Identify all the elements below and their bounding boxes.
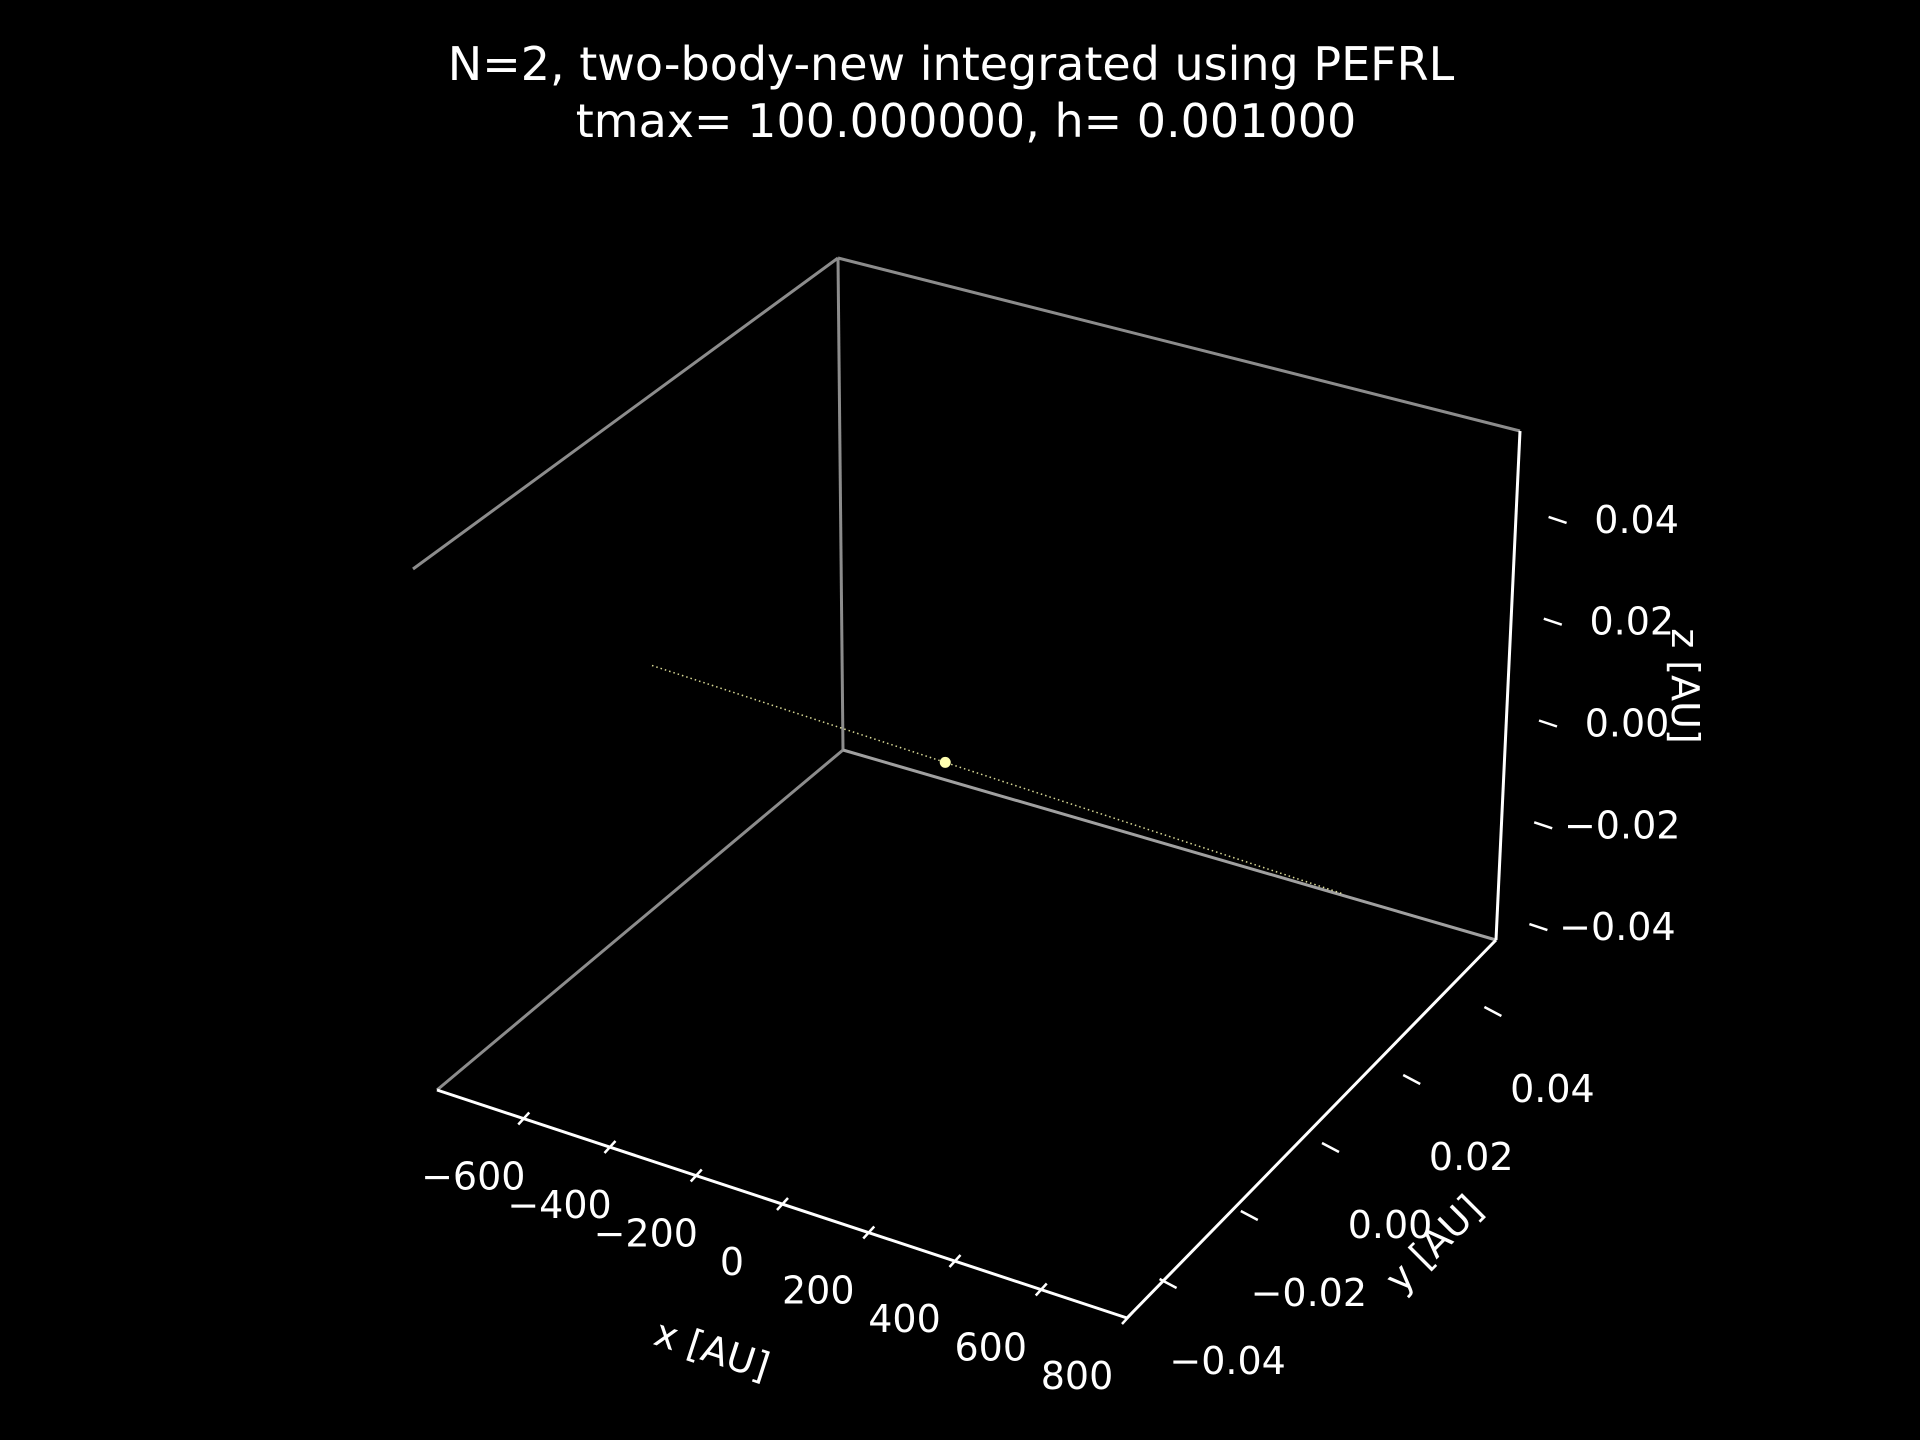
- x-axis-ticks: −600−400−200 0 200 400 600 800: [421, 1111, 1134, 1398]
- z-tick-label-2: 0.00: [1585, 702, 1670, 746]
- y-tick-label-1: −0.02: [1251, 1271, 1367, 1315]
- pane-edge-back-vertical: [836, 257, 845, 751]
- chart-title: N=2, two-body-new integrated using PEFRL: [448, 37, 1455, 91]
- y-tick-mark-4: [1483, 1005, 1502, 1018]
- y-tick-mark-3: [1402, 1073, 1421, 1086]
- z-tick-label-1: −0.02: [1564, 803, 1680, 847]
- x-tick-mark-4: [862, 1225, 876, 1240]
- y-axis-ticks: −0.04 −0.02 0.00 0.02 0.04: [1159, 1005, 1595, 1383]
- x-tick-label-5: 400: [868, 1297, 941, 1341]
- z-axis-label: z [AU]: [1663, 628, 1707, 743]
- y-axis-line: [1125, 938, 1498, 1320]
- x-tick-label-0: −600: [421, 1155, 525, 1199]
- x-tick-label-7: 800: [1041, 1354, 1114, 1398]
- y-tick-label-2: 0.00: [1348, 1203, 1433, 1247]
- z-axis-ticks: −0.04 −0.02 0.00 0.02 0.04: [1529, 498, 1680, 949]
- pane-edge-floor-left: [436, 748, 844, 1092]
- body-marker-0: [939, 756, 951, 768]
- x-tick-label-3: 0: [720, 1240, 744, 1284]
- x-tick-label-6: 600: [954, 1326, 1027, 1370]
- x-tick-label-4: 200: [782, 1269, 855, 1313]
- z-tick-label-4: 0.04: [1594, 498, 1679, 542]
- z-tick-mark-0: [1529, 922, 1548, 932]
- x-axis-label: x [AU]: [649, 1310, 775, 1388]
- pane-edge-back-left: [412, 256, 839, 571]
- chart-subtitle: tmax= 100.000000, h= 0.001000: [576, 94, 1357, 148]
- y-tick-label-3: 0.02: [1429, 1135, 1514, 1179]
- z-tick-mark-2: [1538, 719, 1558, 728]
- y-tick-mark-2: [1321, 1141, 1340, 1154]
- x-tick-mark-7: [1121, 1311, 1134, 1325]
- x-tick-mark-1: [603, 1140, 617, 1154]
- trajectory-line-0: [651, 664, 1343, 895]
- x-tick-mark-3: [776, 1197, 789, 1211]
- x-tick-mark-2: [689, 1168, 703, 1183]
- z-tick-mark-1: [1533, 821, 1553, 830]
- x-tick-label-2: −200: [594, 1212, 698, 1256]
- x-tick-mark-0: [517, 1111, 531, 1126]
- x-tick-mark-6: [1034, 1282, 1048, 1297]
- x-tick-mark-5: [948, 1254, 962, 1268]
- y-tick-mark-1: [1240, 1209, 1259, 1222]
- y-tick-label-4: 0.04: [1510, 1067, 1595, 1111]
- z-tick-label-0: −0.04: [1559, 905, 1675, 949]
- series-layer: [651, 664, 1343, 895]
- x-tick-label-1: −400: [507, 1183, 611, 1227]
- pane-edge-floor-right: [842, 748, 1497, 942]
- y-tick-mark-0: [1159, 1277, 1178, 1290]
- y-tick-label-0: −0.04: [1169, 1339, 1285, 1383]
- z-tick-label-3: 0.02: [1589, 600, 1674, 644]
- z-axis-line: [1494, 430, 1522, 941]
- z-tick-mark-4: [1548, 515, 1567, 525]
- pane-edge-back-top: [837, 256, 1521, 433]
- z-tick-mark-3: [1543, 617, 1563, 626]
